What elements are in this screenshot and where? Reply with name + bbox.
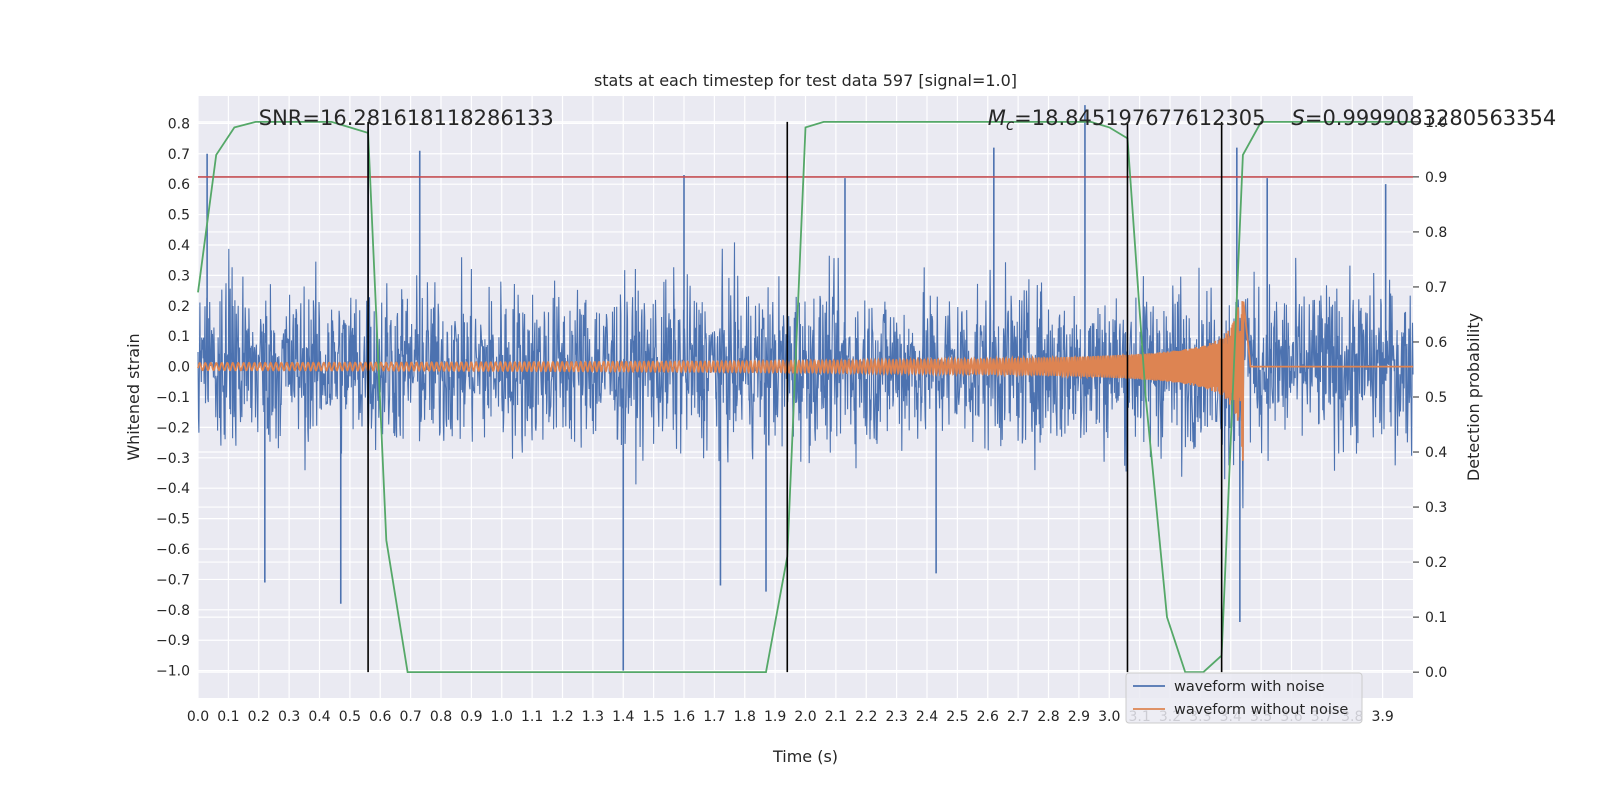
chart-title: stats at each timestep for test data 597…	[594, 71, 1017, 90]
series-detection-probability	[197, 121, 1413, 673]
y-tick-label: −0.2	[156, 420, 190, 436]
x-axis-label: Time (s)	[772, 747, 838, 766]
y-tick-label: −0.8	[156, 603, 190, 619]
x-tick-label: 0.6	[369, 709, 391, 725]
x-tick-label: 1.2	[551, 709, 573, 725]
y2-tick-label: 1.0	[1425, 115, 1447, 131]
x-tick-label: 0.0	[187, 709, 209, 725]
annotation-1: Mc=18.845197677612305	[988, 106, 1266, 134]
y2-tick-label: 0.4	[1425, 445, 1447, 461]
y-tick-label: −0.9	[156, 633, 190, 649]
y-tick-label: 0.1	[168, 329, 190, 345]
x-tick-label: 2.4	[916, 709, 938, 725]
y2-tick-label: 0.9	[1425, 170, 1447, 186]
x-tick-label: 0.7	[399, 709, 421, 725]
x-tick-label: 2.9	[1068, 709, 1090, 725]
x-tick-label: 2.0	[794, 709, 816, 725]
y2-tick-label: 0.6	[1425, 335, 1447, 351]
y-tick-label: −0.3	[156, 451, 190, 467]
y-axis: 0.8 0.7 0.6 0.5 0.4 0.3 0.2 0.1 0.0 −0.1 −0.2 −0.3 −…	[156, 116, 190, 679]
annotation-0: SNR=16.281618118286133	[259, 106, 554, 130]
x-tick-label: 1.0	[491, 709, 513, 725]
x-tick-label: 2.2	[855, 709, 877, 725]
y-tick-label: 0.5	[168, 208, 190, 224]
x-tick-label: 1.8	[734, 709, 756, 725]
legend-box	[1125, 672, 1363, 724]
y-tick-label: 0.2	[168, 299, 190, 315]
x-axis: 0.0 0.1 0.2 0.3 0.4 0.5 0.6 0.7 0.8 0.9 1.0 1.1 1.2 1…	[187, 709, 1394, 725]
y2-tick-label: 0.7	[1425, 280, 1447, 296]
y2-tick-label: 0.2	[1425, 555, 1447, 571]
legend-label-noise: waveform with noise	[1174, 679, 1325, 695]
y2-tick-label: 0.1	[1425, 610, 1447, 626]
annotations: SNR=16.281618118286133 Mc=18.845197677612…	[259, 106, 1557, 134]
y-tick-label: −0.7	[156, 572, 190, 588]
x-tick-label: 0.8	[430, 709, 452, 725]
y2-tick-label: 0.8	[1425, 225, 1447, 241]
y-tick-label: 0.0	[168, 360, 190, 376]
x-tick-label: 3.0	[1098, 709, 1120, 725]
y-tick-label: 0.3	[168, 268, 190, 284]
annotation-2: S=0.9999083280563354	[1292, 106, 1557, 130]
legend-label-clean: waveform without noise	[1174, 702, 1348, 718]
x-tick-label: 2.7	[1007, 709, 1029, 725]
x-tick-label: 0.2	[248, 709, 270, 725]
y2-axis-label: Detection probability	[1464, 313, 1483, 481]
x-tick-label: 2.3	[885, 709, 907, 725]
x-tick-label: 1.4	[612, 709, 634, 725]
y2-tick-label: 0.5	[1425, 390, 1447, 406]
y2-axis: 1.0 0.9 0.8 0.7 0.6 0.5 0.4 0.3 0.2 0.1 0.0	[1413, 115, 1447, 681]
x-tick-label: 1.5	[642, 709, 664, 725]
x-tick-label: 0.9	[460, 709, 482, 725]
x-tick-label: 2.5	[946, 709, 968, 725]
x-tick-label: 0.1	[217, 709, 239, 725]
series-waveform-without-noise	[197, 301, 1413, 461]
y2-tick-label: 0.3	[1425, 500, 1447, 516]
y-tick-label: 0.6	[168, 177, 190, 193]
x-tick-label: 0.5	[339, 709, 361, 725]
y-tick-label: 0.8	[168, 116, 190, 132]
y-tick-label: −0.6	[156, 542, 190, 558]
y2-tick-label: 0.0	[1425, 665, 1447, 681]
x-tick-label: 2.8	[1037, 709, 1059, 725]
y-tick-label: −0.1	[156, 390, 190, 406]
x-tick-label: 3.9	[1371, 709, 1393, 725]
plot-area	[197, 105, 1414, 673]
x-tick-label: 1.7	[703, 709, 725, 725]
y-tick-label: 0.4	[168, 238, 190, 254]
x-tick-label: 1.1	[521, 709, 543, 725]
y-tick-label: −1.0	[156, 664, 190, 680]
y-axis-label: Whitened strain	[124, 333, 143, 460]
x-tick-label: 1.6	[673, 709, 695, 725]
y-tick-label: −0.5	[156, 512, 190, 528]
x-tick-label: 2.1	[825, 709, 847, 725]
x-tick-label: 0.3	[278, 709, 300, 725]
x-tick-label: 1.9	[764, 709, 786, 725]
legend: waveform with noise waveform without noi…	[1125, 672, 1363, 724]
x-tick-label: 1.3	[582, 709, 604, 725]
x-tick-label: 2.6	[977, 709, 999, 725]
y-tick-label: −0.4	[156, 481, 190, 497]
y-tick-label: 0.7	[168, 147, 190, 163]
x-tick-label: 0.4	[308, 709, 330, 725]
